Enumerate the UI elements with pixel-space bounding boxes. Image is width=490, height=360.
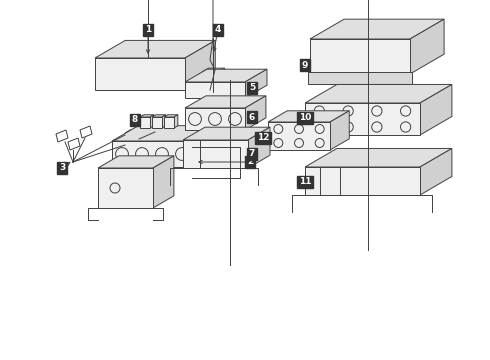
Polygon shape [112,126,219,141]
Polygon shape [164,117,174,128]
Text: 6: 6 [249,112,255,122]
Polygon shape [202,94,218,112]
Polygon shape [305,103,420,135]
Polygon shape [95,58,185,90]
Polygon shape [185,40,215,90]
Polygon shape [98,156,174,168]
Polygon shape [185,82,245,98]
Bar [308,72,412,84]
Polygon shape [310,39,410,74]
Text: 3: 3 [59,163,65,172]
Text: 7: 7 [249,149,255,158]
Polygon shape [125,130,145,133]
Text: 5: 5 [249,84,255,93]
Polygon shape [268,122,330,150]
Text: 9: 9 [302,60,308,69]
Polygon shape [183,140,248,168]
Polygon shape [420,85,452,135]
Polygon shape [248,127,270,168]
Polygon shape [218,90,224,112]
Polygon shape [152,117,162,128]
Polygon shape [305,148,452,167]
Polygon shape [185,96,266,108]
Polygon shape [98,168,153,208]
Text: 8: 8 [132,116,138,125]
Polygon shape [153,156,174,208]
Polygon shape [164,115,178,117]
Polygon shape [245,69,267,98]
Polygon shape [310,19,444,39]
Polygon shape [150,115,154,128]
Text: 10: 10 [299,113,311,122]
Polygon shape [125,133,139,145]
Polygon shape [174,115,178,128]
Polygon shape [95,40,215,58]
Polygon shape [420,148,452,195]
Polygon shape [185,69,267,82]
Polygon shape [139,130,145,145]
Text: 2: 2 [247,158,253,166]
Text: 1: 1 [145,26,151,35]
Polygon shape [185,108,245,130]
Polygon shape [183,127,270,140]
Polygon shape [152,115,166,117]
Polygon shape [162,115,166,128]
Polygon shape [218,68,224,90]
Polygon shape [202,72,218,90]
Text: 4: 4 [215,26,221,35]
Polygon shape [305,167,420,195]
Text: 11: 11 [299,177,311,186]
Polygon shape [410,19,444,74]
Polygon shape [268,111,349,122]
Polygon shape [140,117,150,128]
Polygon shape [202,90,224,94]
Polygon shape [305,85,452,103]
Polygon shape [112,141,192,167]
Text: 12: 12 [257,134,269,143]
Polygon shape [140,115,154,117]
Polygon shape [202,68,224,72]
Polygon shape [192,126,219,167]
Polygon shape [245,96,266,130]
Polygon shape [330,111,349,150]
